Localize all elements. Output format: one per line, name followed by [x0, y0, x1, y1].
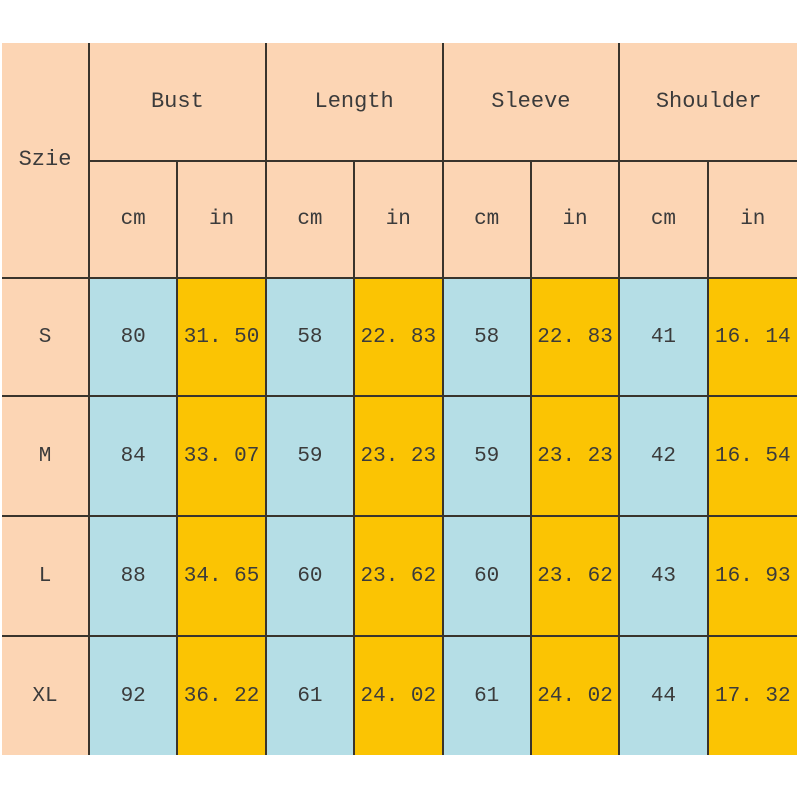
value-cell-length-cm: 58: [266, 279, 356, 397]
size-column-header: Szie: [2, 43, 90, 279]
group-header-shoulder: Shoulder: [620, 43, 797, 162]
unit-header-in: in: [178, 162, 267, 279]
value-cell-sleeve-in: 23. 62: [531, 517, 621, 637]
value-cell-bust-in: 34. 65: [178, 517, 267, 637]
size-cell: S: [2, 279, 90, 397]
value-cell-bust-in: 36. 22: [178, 637, 267, 755]
unit-header-cm: cm: [90, 162, 179, 279]
value-cell-length-cm: 60: [266, 517, 356, 637]
unit-header-cm: cm: [620, 162, 709, 279]
value-cell-sleeve-cm: 58: [443, 279, 532, 397]
unit-header-in: in: [355, 162, 444, 279]
value-cell-bust-cm: 80: [90, 279, 179, 397]
unit-header-in: in: [708, 162, 797, 279]
size-chart-table: Szie Bust Length Sleeve Shoulder cm in c…: [2, 43, 797, 755]
value-cell-sleeve-cm: 61: [443, 637, 532, 755]
value-cell-length-in: 22. 83: [355, 279, 444, 397]
size-cell: L: [2, 517, 90, 637]
unit-header-in: in: [531, 162, 621, 279]
value-cell-length-in: 23. 62: [355, 517, 444, 637]
value-cell-bust-in: 33. 07: [178, 397, 267, 517]
group-header-length: Length: [266, 43, 444, 162]
unit-header-cm: cm: [443, 162, 532, 279]
value-cell-bust-in: 31. 50: [178, 279, 267, 397]
value-cell-shoulder-cm: 42: [620, 397, 709, 517]
value-cell-shoulder-in: 16. 54: [708, 397, 797, 517]
unit-header-cm: cm: [266, 162, 356, 279]
size-cell: M: [2, 397, 90, 517]
value-cell-shoulder-in: 17. 32: [708, 637, 797, 755]
value-cell-sleeve-in: 23. 23: [531, 397, 621, 517]
value-cell-bust-cm: 92: [90, 637, 179, 755]
value-cell-length-cm: 61: [266, 637, 356, 755]
value-cell-sleeve-in: 22. 83: [531, 279, 621, 397]
value-cell-bust-cm: 84: [90, 397, 179, 517]
value-cell-length-in: 23. 23: [355, 397, 444, 517]
value-cell-sleeve-cm: 59: [443, 397, 532, 517]
value-cell-shoulder-cm: 41: [620, 279, 709, 397]
value-cell-shoulder-cm: 44: [620, 637, 709, 755]
value-cell-sleeve-cm: 60: [443, 517, 532, 637]
group-header-sleeve: Sleeve: [443, 43, 621, 162]
value-cell-shoulder-cm: 43: [620, 517, 709, 637]
value-cell-sleeve-in: 24. 02: [531, 637, 621, 755]
group-header-bust: Bust: [90, 43, 267, 162]
size-cell: XL: [2, 637, 90, 755]
value-cell-length-in: 24. 02: [355, 637, 444, 755]
value-cell-bust-cm: 88: [90, 517, 179, 637]
value-cell-shoulder-in: 16. 14: [708, 279, 797, 397]
value-cell-shoulder-in: 16. 93: [708, 517, 797, 637]
value-cell-length-cm: 59: [266, 397, 356, 517]
